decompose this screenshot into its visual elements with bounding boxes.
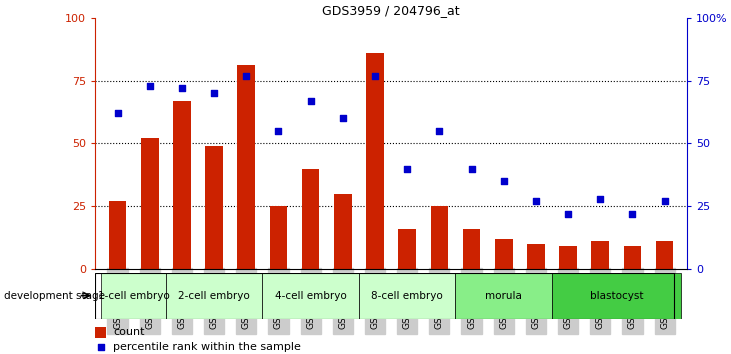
Text: blastocyst: blastocyst	[590, 291, 643, 301]
Point	[305, 98, 317, 103]
Bar	[141, 138, 159, 269]
Bar	[166, 273, 262, 319]
Bar	[463, 229, 480, 269]
Text: 1-cell embryo: 1-cell embryo	[98, 291, 170, 301]
Bar	[431, 206, 448, 269]
Bar	[559, 246, 577, 269]
Bar	[624, 246, 641, 269]
Bar	[455, 273, 552, 319]
Point	[659, 198, 670, 204]
Bar	[102, 273, 166, 319]
Bar	[205, 146, 223, 269]
Bar	[495, 239, 512, 269]
Point	[337, 115, 349, 121]
Point	[594, 196, 606, 201]
Point	[208, 90, 220, 96]
Point	[240, 73, 252, 78]
Text: count: count	[113, 327, 145, 337]
Bar	[109, 201, 126, 269]
Bar	[552, 273, 681, 319]
Bar	[359, 273, 455, 319]
Bar	[302, 169, 319, 269]
Point	[530, 198, 542, 204]
Bar	[366, 53, 384, 269]
Text: development stage: development stage	[4, 291, 105, 301]
Text: morula: morula	[485, 291, 522, 301]
Point	[562, 211, 574, 217]
Point	[112, 110, 124, 116]
Point	[466, 166, 477, 171]
Text: percentile rank within the sample: percentile rank within the sample	[113, 342, 301, 352]
Point	[433, 128, 445, 133]
Point	[401, 166, 413, 171]
Point	[273, 128, 284, 133]
Text: 4-cell embryo: 4-cell embryo	[275, 291, 346, 301]
Bar	[173, 101, 191, 269]
Text: 2-cell embryo: 2-cell embryo	[178, 291, 250, 301]
Bar	[262, 273, 359, 319]
Bar	[656, 241, 673, 269]
Point	[369, 73, 381, 78]
Bar	[238, 65, 255, 269]
Bar	[334, 194, 352, 269]
Bar	[591, 241, 609, 269]
Title: GDS3959 / 204796_at: GDS3959 / 204796_at	[322, 4, 460, 17]
Bar	[527, 244, 545, 269]
Bar	[270, 206, 287, 269]
Point	[498, 178, 510, 184]
Bar	[95, 327, 106, 338]
Point	[144, 83, 156, 88]
Point	[95, 344, 107, 350]
Point	[176, 85, 188, 91]
Bar	[398, 229, 416, 269]
Text: 8-cell embryo: 8-cell embryo	[371, 291, 443, 301]
Point	[626, 211, 638, 217]
